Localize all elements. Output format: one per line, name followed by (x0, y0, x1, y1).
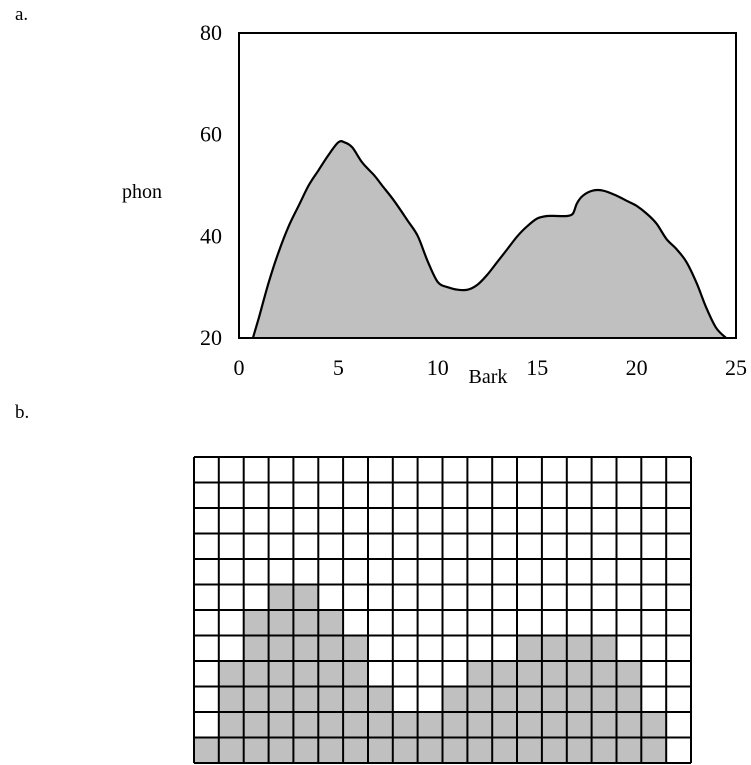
bar (293, 584, 319, 763)
bar (591, 635, 617, 763)
panel-a-label: a. (15, 4, 28, 25)
x-tick-label: 20 (626, 355, 648, 380)
bar (343, 635, 368, 763)
y-tick-label: 40 (200, 223, 222, 248)
bar (194, 737, 219, 763)
grid-lines (193, 456, 692, 764)
bar (566, 635, 592, 763)
bar (442, 686, 468, 763)
bar (541, 635, 567, 763)
bars (194, 584, 667, 763)
bar (517, 635, 542, 763)
y-tick-labels: 20 40 60 80 (200, 20, 222, 350)
panel-b-chart (193, 456, 692, 764)
x-tick-label: 10 (427, 355, 449, 380)
y-tick-label: 20 (200, 325, 222, 350)
x-tick-labels: 0 5 10 15 20 25 (234, 355, 748, 380)
area-series-line (251, 140, 727, 339)
y-tick-label: 80 (200, 20, 222, 45)
panel-a-chart: 0 5 10 15 20 25 20 40 60 80 Bark phon (122, 20, 747, 388)
y-axis-label: phon (122, 181, 162, 203)
bar (368, 686, 393, 763)
y-tick-label: 60 (200, 122, 222, 147)
x-tick-label: 5 (333, 355, 344, 380)
x-axis-label: Bark (469, 366, 508, 388)
plot-frame (238, 32, 737, 339)
x-tick-label: 25 (725, 355, 747, 380)
x-tick-label: 0 (234, 355, 245, 380)
x-tick-label: 15 (526, 355, 548, 380)
area-series-fill (252, 141, 727, 338)
panel-b-label: b. (15, 402, 29, 423)
bar (268, 584, 294, 763)
